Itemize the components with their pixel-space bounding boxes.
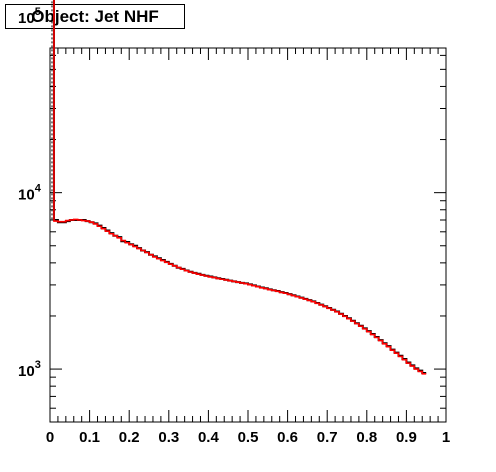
tick-marks	[49, 48, 447, 422]
x-tick-label: 0.6	[277, 429, 298, 446]
chart-title: Object: Jet NHF	[5, 4, 185, 29]
series-red-line	[53, 0, 427, 375]
x-tick-label: 1	[442, 429, 450, 446]
x-tick-label: 0.3	[158, 429, 179, 446]
x-tick-label: 0	[46, 429, 54, 446]
x-tick-label: 0.1	[79, 429, 100, 446]
x-tick-label: 0.9	[396, 429, 417, 446]
x-tick-label: 0.2	[119, 429, 140, 446]
x-tick-label: 0.5	[238, 429, 259, 446]
x-tick-labels: 0 0.1 0.2 0.3 0.4 0.5 0.6 0.7 0.8 0.9 1	[46, 429, 450, 446]
y-tick-labels: 103 104 105	[18, 6, 42, 380]
plot-frame	[49, 47, 447, 423]
y-tick-label: 104	[18, 183, 42, 204]
series-black-line	[52, 0, 427, 375]
x-tick-label: 0.7	[317, 429, 338, 446]
x-tick-label: 0.8	[356, 429, 377, 446]
y-tick-label: 103	[18, 359, 41, 380]
x-tick-label: 0.4	[198, 429, 220, 446]
series-layer	[51, 0, 427, 375]
y-tick-label: 105	[18, 6, 41, 27]
